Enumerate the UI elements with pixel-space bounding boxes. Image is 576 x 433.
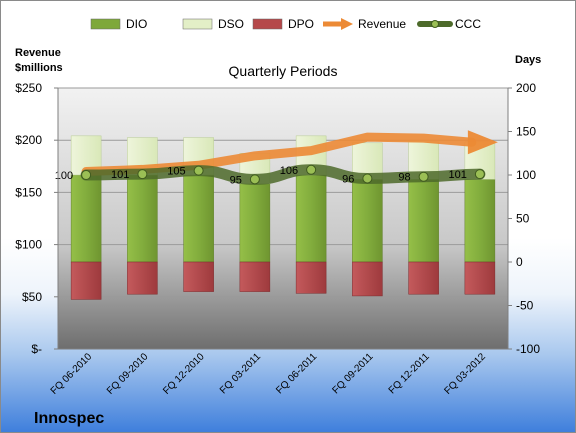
category-label-group: FQ 12-2011 [387,351,432,396]
ccc-data-label: 100 [55,170,73,182]
left-tick-label: $50 [22,290,42,304]
dpo-bar [127,261,158,295]
ccc-data-label: 95 [230,174,242,186]
ccc-data-label: 106 [280,165,298,177]
ccc-series: 100 101 105 95 106 96 98 101 [55,164,486,186]
revenue-arrowhead [467,130,498,155]
legend-swatch-dso [182,18,213,30]
ccc-data-label: 101 [449,169,467,181]
ccc-point [362,173,373,184]
left-tick-label: $250 [15,81,42,95]
plot-area [58,88,508,349]
ccc-data-label: 98 [398,172,410,184]
legend-label: DIO [126,17,147,31]
right-axis-label: Days [515,54,541,66]
dpo-bar [295,261,327,294]
left-tick-label: $100 [15,238,42,252]
legend-label: CCC [455,17,481,31]
dio-bar [408,179,439,263]
left-tick-label: $- [31,342,42,356]
category-label-group: FQ 09-2010 [105,351,151,397]
left-tick-label: $150 [15,185,42,199]
category-label-group: FQ 06-2011 [274,351,319,396]
legend-label: DSO [218,17,244,31]
category-label: FQ 09-2011 [331,351,376,396]
right-tick-label: -100 [516,342,540,356]
ccc-data-label: 96 [342,173,354,185]
legend: DIO DSO DPO Revenue CCC [90,17,481,31]
dpo-bar [352,261,383,297]
ccc-point [306,164,317,175]
left-axis-label-line1: Revenue [15,47,61,59]
chart-title: Quarterly Periods [229,63,338,79]
dio-bar [183,174,214,263]
dio-bar [70,174,102,263]
legend-swatch-ccc-marker [431,20,439,28]
right-tick-label: 200 [516,81,536,95]
ccc-point [137,169,148,180]
right-tick-label: 0 [516,255,523,269]
dio-bar [352,179,383,263]
dpo-bar [239,261,271,292]
ccc-data-label: 105 [167,166,185,178]
right-tick-label: 100 [516,168,536,182]
dpo-bar [183,261,214,292]
category-label-group: FQ 06-2010 [49,351,95,397]
category-label-group: FQ 09-2011 [331,351,376,396]
legend-swatch-dpo [252,18,283,30]
right-tick-label: -50 [516,299,534,313]
ccc-point [418,171,429,182]
ccc-point [474,169,485,180]
legend-label: DPO [288,17,314,31]
ccc-data-label: 101 [111,169,129,181]
category-label-group: FQ 12-2010 [161,351,207,397]
dio-bar [239,183,271,263]
right-tick-label: 50 [516,212,530,226]
category-label-group: FQ 03-2012 [442,351,488,397]
category-label: FQ 12-2011 [387,351,432,396]
ccc-point [249,174,260,185]
dpo-bar [408,261,439,295]
dpo-bar [464,261,496,295]
ccc-point [193,165,204,176]
category-label: FQ 09-2010 [105,351,151,397]
legend-swatch-dio [90,18,121,30]
legend-label: Revenue [358,17,406,31]
category-label: FQ 12-2010 [161,351,207,397]
right-tick-label: 150 [516,125,536,139]
category-label: FQ 06-2011 [274,351,319,396]
category-label-group: FQ 03-2011 [218,351,263,396]
category-label: FQ 06-2010 [49,351,95,397]
company-name: Innospec [34,410,104,427]
dio-bar [295,174,327,263]
ccc-point [81,170,92,180]
left-tick-label: $200 [15,133,42,147]
category-label: FQ 03-2011 [218,351,263,396]
dpo-bar [70,261,102,300]
dio-bar [127,174,158,263]
legend-swatch-revenue-head [341,18,353,30]
category-label: FQ 03-2012 [442,351,488,397]
left-axis-label-line2: $millions [15,62,63,74]
dio-bar [464,179,496,263]
ccc-line [80,164,486,185]
